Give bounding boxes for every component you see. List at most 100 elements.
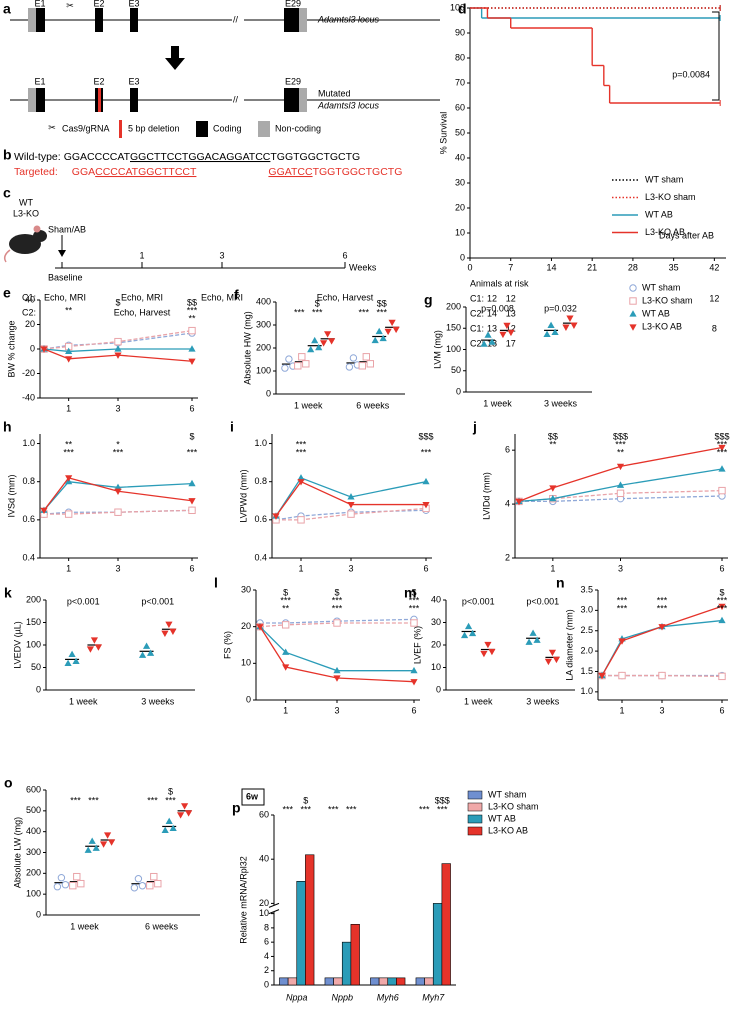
break: //	[233, 94, 239, 104]
marker	[161, 826, 169, 834]
marker	[410, 679, 418, 686]
y-tick-label: 20	[25, 319, 35, 329]
y-tick-label: 300	[256, 319, 271, 329]
significance: ***	[113, 447, 124, 457]
mean-line	[276, 507, 427, 521]
x-tick-label: 28	[628, 262, 638, 272]
marker	[61, 881, 70, 889]
bar	[424, 977, 434, 986]
marker	[549, 485, 557, 492]
y-tick-label: 10	[259, 908, 269, 918]
panel-letter: k	[4, 585, 12, 601]
x-tick-label: 1 week	[70, 921, 99, 931]
risk-label: C1:	[470, 323, 484, 333]
marker	[320, 340, 328, 347]
non-coding	[299, 88, 307, 112]
marker	[618, 638, 626, 645]
marker	[114, 345, 122, 352]
mean-line	[43, 329, 193, 350]
marker	[72, 657, 80, 664]
y-tick-label: 6	[505, 445, 510, 455]
x-tick-label: 3	[659, 705, 664, 715]
marker	[333, 666, 341, 674]
y-tick-label: -40	[22, 392, 35, 402]
y-tick-label: 200	[26, 868, 41, 878]
cohort-step: Echo, MRI	[44, 292, 86, 302]
y-tick-label: 2.0	[580, 645, 593, 655]
marker	[185, 810, 193, 817]
marker	[507, 329, 515, 337]
significance: ***	[294, 307, 305, 317]
marker	[65, 475, 73, 482]
marker	[108, 839, 116, 846]
bar	[296, 880, 306, 986]
legend-swatch	[467, 802, 483, 812]
x-tick-label: 3 weeks	[544, 398, 578, 408]
y-tick-label: 600	[26, 784, 41, 794]
x-tick-label: 3 weeks	[526, 696, 560, 706]
legend-swatch	[467, 814, 483, 824]
cohort-step: Echo, Harvest	[114, 307, 171, 317]
marker	[548, 649, 557, 657]
y-tick-label: 8	[264, 922, 269, 932]
mean-line	[43, 348, 193, 362]
marker	[525, 638, 533, 645]
y-tick-label: 10	[431, 662, 441, 672]
arrow	[165, 46, 185, 70]
mean-line	[43, 348, 192, 353]
marker	[73, 872, 81, 881]
significance: $	[168, 786, 173, 796]
panel-letter: j	[472, 419, 477, 435]
exon-label: E1	[34, 0, 45, 8]
marker	[468, 629, 477, 637]
marker	[422, 501, 430, 509]
legend-label: L3-KO AB	[642, 321, 682, 331]
significance: ***	[63, 447, 74, 457]
marker	[154, 879, 162, 888]
significance: ***	[70, 795, 81, 805]
locus-label: Adamtsl3 locus	[317, 14, 380, 24]
seq-part: TGGTGGCTGCTG	[313, 166, 403, 178]
significance: ***	[409, 603, 420, 613]
mean-line	[259, 626, 415, 683]
y-tick-label: 100	[256, 365, 271, 375]
marker	[114, 352, 122, 359]
y-tick-label: 100	[26, 889, 41, 899]
significance: $$	[548, 431, 558, 441]
x-tick-label: 3 weeks	[141, 696, 175, 706]
y-axis-label: FS (%)	[222, 631, 232, 659]
marker	[307, 345, 315, 353]
significance: ***	[187, 447, 198, 457]
y-tick-label: 0.8	[22, 476, 35, 486]
marker	[114, 337, 122, 346]
mean-line	[44, 509, 193, 515]
significance: ***	[717, 447, 728, 457]
seq-label: Targeted:	[14, 166, 58, 178]
y-tick-label: -20	[22, 368, 35, 378]
marker	[718, 672, 726, 681]
x-tick-label: 0	[467, 262, 472, 272]
p-value: p=0.008	[481, 303, 514, 313]
marker	[345, 363, 354, 371]
marker	[533, 636, 541, 643]
x-tick-label: 14	[546, 262, 556, 272]
marker	[40, 507, 48, 515]
deletion	[98, 88, 101, 112]
marker	[616, 463, 625, 471]
marker	[366, 360, 375, 368]
marker	[598, 672, 606, 680]
timeline-label: Weeks	[349, 262, 377, 272]
marker	[282, 664, 290, 671]
significance: ***	[300, 804, 311, 814]
exon-label: E2	[93, 0, 104, 8]
marker	[142, 642, 151, 649]
mean-line	[275, 480, 426, 517]
break: //	[233, 14, 239, 24]
y-tick-label: 150	[26, 617, 41, 627]
marker	[188, 358, 196, 366]
marker	[181, 803, 189, 810]
x-tick-label: 1	[550, 563, 555, 573]
marker	[358, 362, 367, 370]
marker	[570, 322, 578, 329]
y-tick-label: 1.0	[254, 438, 267, 448]
